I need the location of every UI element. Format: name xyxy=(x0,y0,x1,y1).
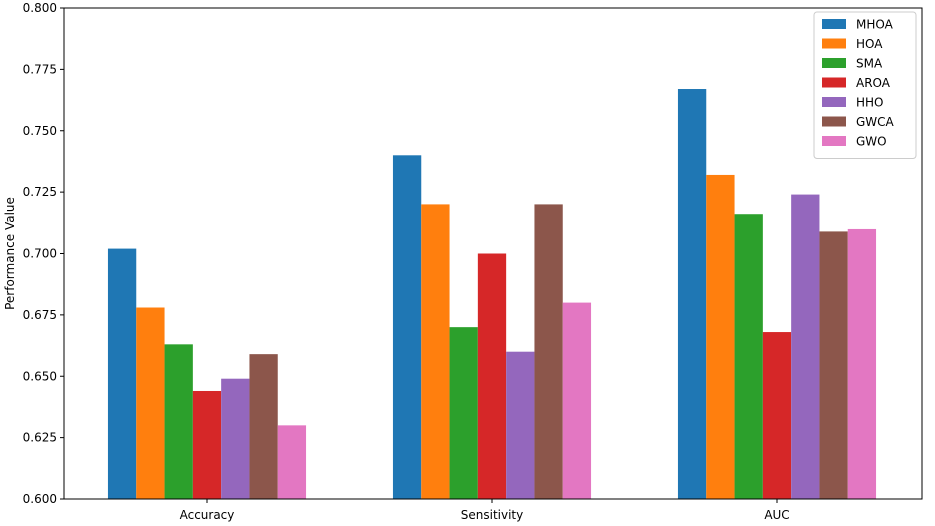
x-tick-label-sensitivity: Sensitivity xyxy=(461,508,523,522)
legend-label-mhoa: MHOA xyxy=(856,18,894,32)
legend-swatch-mhoa xyxy=(822,19,846,29)
legend-label-sma: SMA xyxy=(856,57,883,71)
legend: MHOA HOA SMA AROA HHO GWCA GWO xyxy=(813,11,917,159)
bar-hho-accuracy xyxy=(221,378,250,499)
axes-layer: 0.600 0.625 0.650 0.675 0.700 0.725 0.750 0.775… xyxy=(23,1,923,522)
bar-sma-accuracy xyxy=(164,344,193,499)
bar-hoa-sensitivity xyxy=(421,204,450,499)
bar-aroa-accuracy xyxy=(192,390,222,499)
legend-swatch-hho xyxy=(822,97,846,107)
legend-label-hoa: HOA xyxy=(856,37,883,51)
legend-swatch-sma xyxy=(822,58,846,68)
legend-label-gwo: GWO xyxy=(856,135,887,149)
y-tick-label: 0.700 xyxy=(23,247,57,261)
bar-sma-sensitivity xyxy=(449,327,478,499)
bar-mhoa-auc xyxy=(677,89,707,500)
bar-gwca-auc xyxy=(819,231,848,499)
bar-gwo-auc xyxy=(847,228,877,499)
bars-layer xyxy=(107,89,877,500)
y-tick-label: 0.725 xyxy=(23,185,57,199)
legend-label-hho: HHO xyxy=(856,96,884,110)
x-tick-label-auc: AUC xyxy=(764,508,789,522)
y-axis-label: Performance Value xyxy=(3,197,17,310)
bar-gwca-sensitivity xyxy=(534,204,563,499)
y-tick-label: 0.625 xyxy=(23,431,57,445)
bar-hoa-auc xyxy=(706,174,735,499)
bar-gwo-accuracy xyxy=(277,425,307,499)
legend-swatch-hoa xyxy=(822,38,846,49)
bar-sma-auc xyxy=(734,214,763,499)
bar-mhoa-accuracy xyxy=(107,248,137,499)
bar-hho-sensitivity xyxy=(506,351,535,499)
y-tick-label: 0.675 xyxy=(23,308,57,322)
y-tick-label: 0.800 xyxy=(23,1,57,15)
x-tick-label-accuracy: Accuracy xyxy=(180,508,235,522)
y-tick-label: 0.600 xyxy=(23,492,57,506)
bar-gwo-sensitivity xyxy=(562,302,592,499)
legend-swatch-gwca xyxy=(822,116,846,127)
y-tick-label: 0.650 xyxy=(23,369,57,383)
bar-hoa-accuracy xyxy=(136,307,165,499)
bar-mhoa-sensitivity xyxy=(392,155,422,500)
bar-aroa-sensitivity xyxy=(477,253,507,499)
legend-swatch-gwo xyxy=(822,136,846,146)
legend-label-gwca: GWCA xyxy=(856,115,895,129)
y-tick-label: 0.775 xyxy=(23,62,57,76)
bar-aroa-auc xyxy=(762,332,792,499)
legend-label-aroa: AROA xyxy=(856,76,891,90)
bar-gwca-accuracy xyxy=(249,354,278,499)
y-tick-label: 0.750 xyxy=(23,124,57,138)
legend-swatch-aroa xyxy=(822,77,846,88)
bar-hho-auc xyxy=(791,194,820,499)
